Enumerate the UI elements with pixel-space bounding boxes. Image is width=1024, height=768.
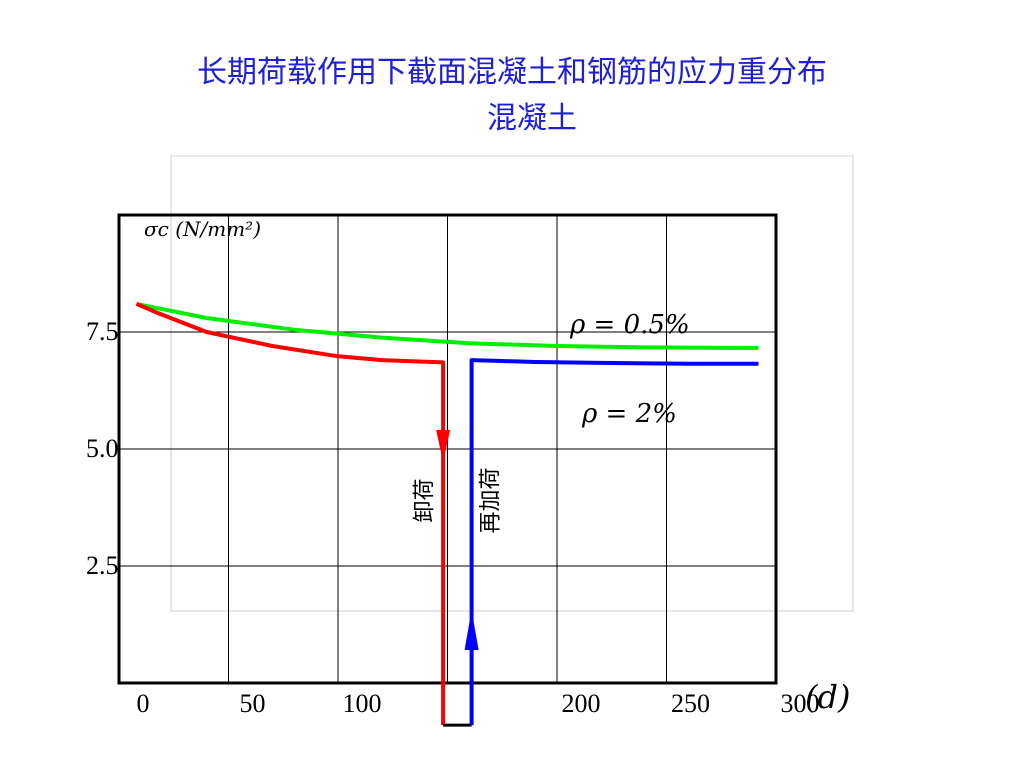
series-label-1: ρ = 0.5% (569, 310, 690, 340)
x-tick-label: 250 (671, 689, 710, 718)
y-tick-label: 7.5 (86, 317, 119, 346)
page-subtitle: 混凝土 (487, 101, 577, 136)
embedded-picture-frame (170, 155, 854, 612)
series-group: ρ = 0.5% ρ = 2% (135, 301, 759, 727)
y-axis-label: σc (N/mm²) (144, 217, 261, 241)
x-tick-label: 50 (240, 689, 266, 718)
grid (119, 215, 776, 683)
y-tick-label: 5.0 (86, 434, 119, 463)
annotation-2: 再加荷 (478, 467, 503, 533)
x-axis-label: (d) (805, 678, 850, 716)
x-tick-label: 200 (562, 689, 601, 718)
annotations: 卸荷 再加荷 (413, 467, 504, 533)
series-line-3 (469, 358, 759, 726)
x-tick-label: 0 (137, 689, 150, 718)
reload-arrowhead (464, 610, 479, 650)
axis-labels: σc (N/mm²) (d) (144, 217, 850, 716)
x-tick-label: 300 (781, 689, 820, 718)
tick-labels: 0 50 100 200 250 300 2.5 5.0 7.5 (86, 317, 820, 718)
x-tick-label: 100 (343, 689, 382, 718)
series-line-2 (135, 302, 446, 726)
unload-arrowhead (436, 430, 451, 462)
annotation-1: 卸荷 (413, 478, 438, 522)
y-tick-label: 2.5 (86, 551, 119, 580)
plot-border (117, 213, 778, 685)
series-line-1 (136, 301, 759, 350)
series-label-2: ρ = 2% (581, 399, 677, 429)
page-title: 长期荷载作用下截面混凝土和钢筋的应力重分布 (197, 55, 827, 90)
